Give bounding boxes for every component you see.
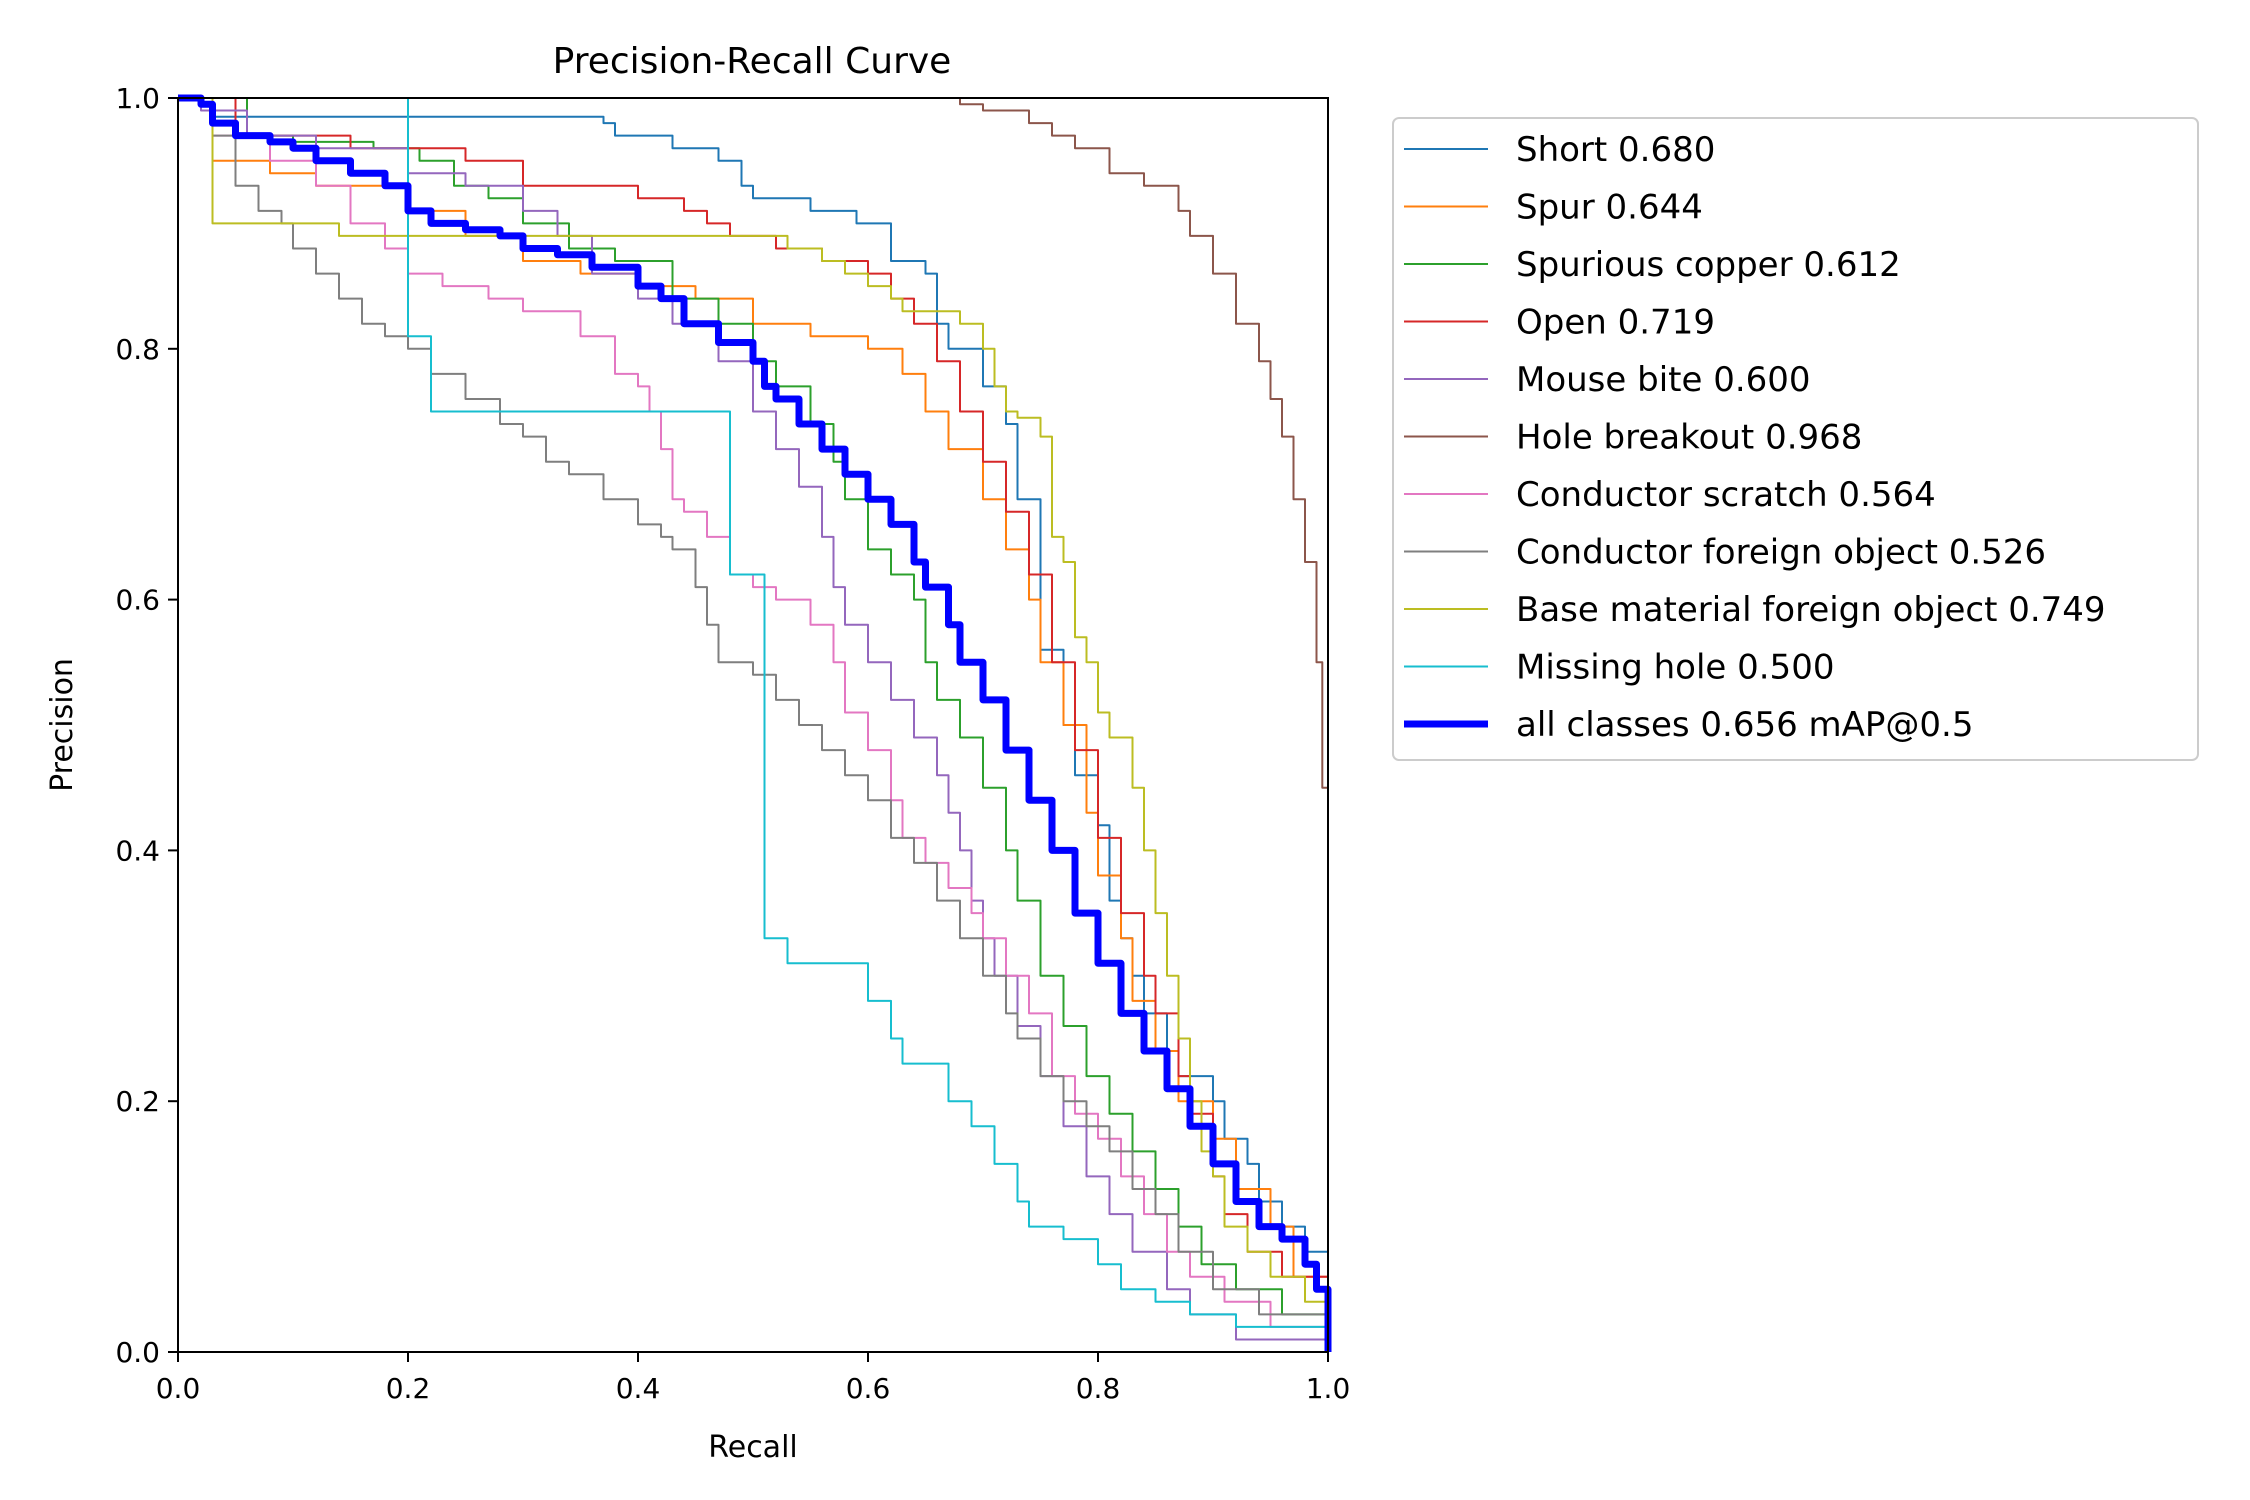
x-tick-label: 0.2 — [386, 1372, 431, 1405]
legend-label: Short 0.680 — [1516, 130, 1715, 170]
legend-label: Open 0.719 — [1516, 303, 1715, 343]
legend-label: Conductor foreign object 0.526 — [1516, 533, 2046, 573]
legend-entry-6: Conductor scratch 0.564 — [1404, 475, 1936, 515]
y-tick-label: 0.2 — [115, 1085, 160, 1118]
series-line-6 — [178, 97, 1329, 1352]
chart-title: Precision-Recall Curve — [553, 41, 952, 82]
legend-entry-0: Short 0.680 — [1404, 130, 1715, 170]
x-tick-label: 1.0 — [1306, 1372, 1351, 1405]
legend: Short 0.680 Spur 0.644 Spurious copper 0.6… — [1392, 117, 2199, 761]
series-line-3 — [178, 97, 1329, 1352]
legend-label: Spur 0.644 — [1516, 188, 1703, 228]
x-tick-label: 0.6 — [846, 1372, 891, 1405]
y-tick-label: 0.6 — [115, 584, 160, 617]
legend-label: Conductor scratch 0.564 — [1516, 475, 1936, 515]
series-line-0 — [178, 97, 1329, 1352]
legend-entry-4: Mouse bite 0.600 — [1404, 360, 1811, 400]
series-line-9 — [178, 97, 1329, 1352]
y-tick-label: 0.8 — [115, 333, 160, 366]
x-tick-label: 0.4 — [616, 1372, 661, 1405]
plot-lines — [178, 94, 1332, 1352]
legend-entry-2: Spurious copper 0.612 — [1404, 245, 1901, 285]
legend-entry-3: Open 0.719 — [1404, 303, 1715, 343]
legend-label: Base material foreign object 0.749 — [1516, 590, 2106, 630]
series-line-5 — [178, 97, 1329, 1352]
legend-entry-8: Base material foreign object 0.749 — [1404, 590, 2106, 630]
legend-label: Missing hole 0.500 — [1516, 648, 1834, 688]
series-line-7 — [178, 97, 1329, 1352]
series-line-4 — [178, 97, 1329, 1352]
y-axis-label: Precision — [45, 658, 80, 792]
legend-label: Hole breakout 0.968 — [1516, 418, 1862, 458]
series-line-2 — [178, 97, 1329, 1352]
x-axis: 0.0 0.2 0.4 0.6 0.8 1.0 — [156, 1352, 1351, 1405]
legend-label: all classes 0.656 mAP@0.5 — [1516, 705, 1973, 745]
series-line-10 — [178, 94, 1332, 1352]
legend-entry-10: all classes 0.656 mAP@0.5 — [1404, 705, 1973, 745]
legend-label: Spurious copper 0.612 — [1516, 245, 1901, 285]
y-axis: 0.0 0.2 0.4 0.6 0.8 1.0 — [115, 82, 178, 1369]
legend-frame — [1392, 117, 2199, 761]
x-tick-label: 0.8 — [1076, 1372, 1121, 1405]
legend-entry-5: Hole breakout 0.968 — [1404, 418, 1862, 458]
plot-frame — [177, 97, 1329, 1353]
legend-entry-9: Missing hole 0.500 — [1404, 648, 1834, 688]
legend-entry-1: Spur 0.644 — [1404, 188, 1703, 228]
y-tick-label: 0.0 — [115, 1336, 160, 1369]
legend-label: Mouse bite 0.600 — [1516, 360, 1811, 400]
legend-entry-7: Conductor foreign object 0.526 — [1404, 533, 2046, 573]
y-tick-label: 1.0 — [115, 82, 160, 115]
x-tick-label: 0.0 — [156, 1372, 201, 1405]
x-axis-label: Recall — [708, 1430, 798, 1465]
y-tick-label: 0.4 — [115, 834, 160, 867]
